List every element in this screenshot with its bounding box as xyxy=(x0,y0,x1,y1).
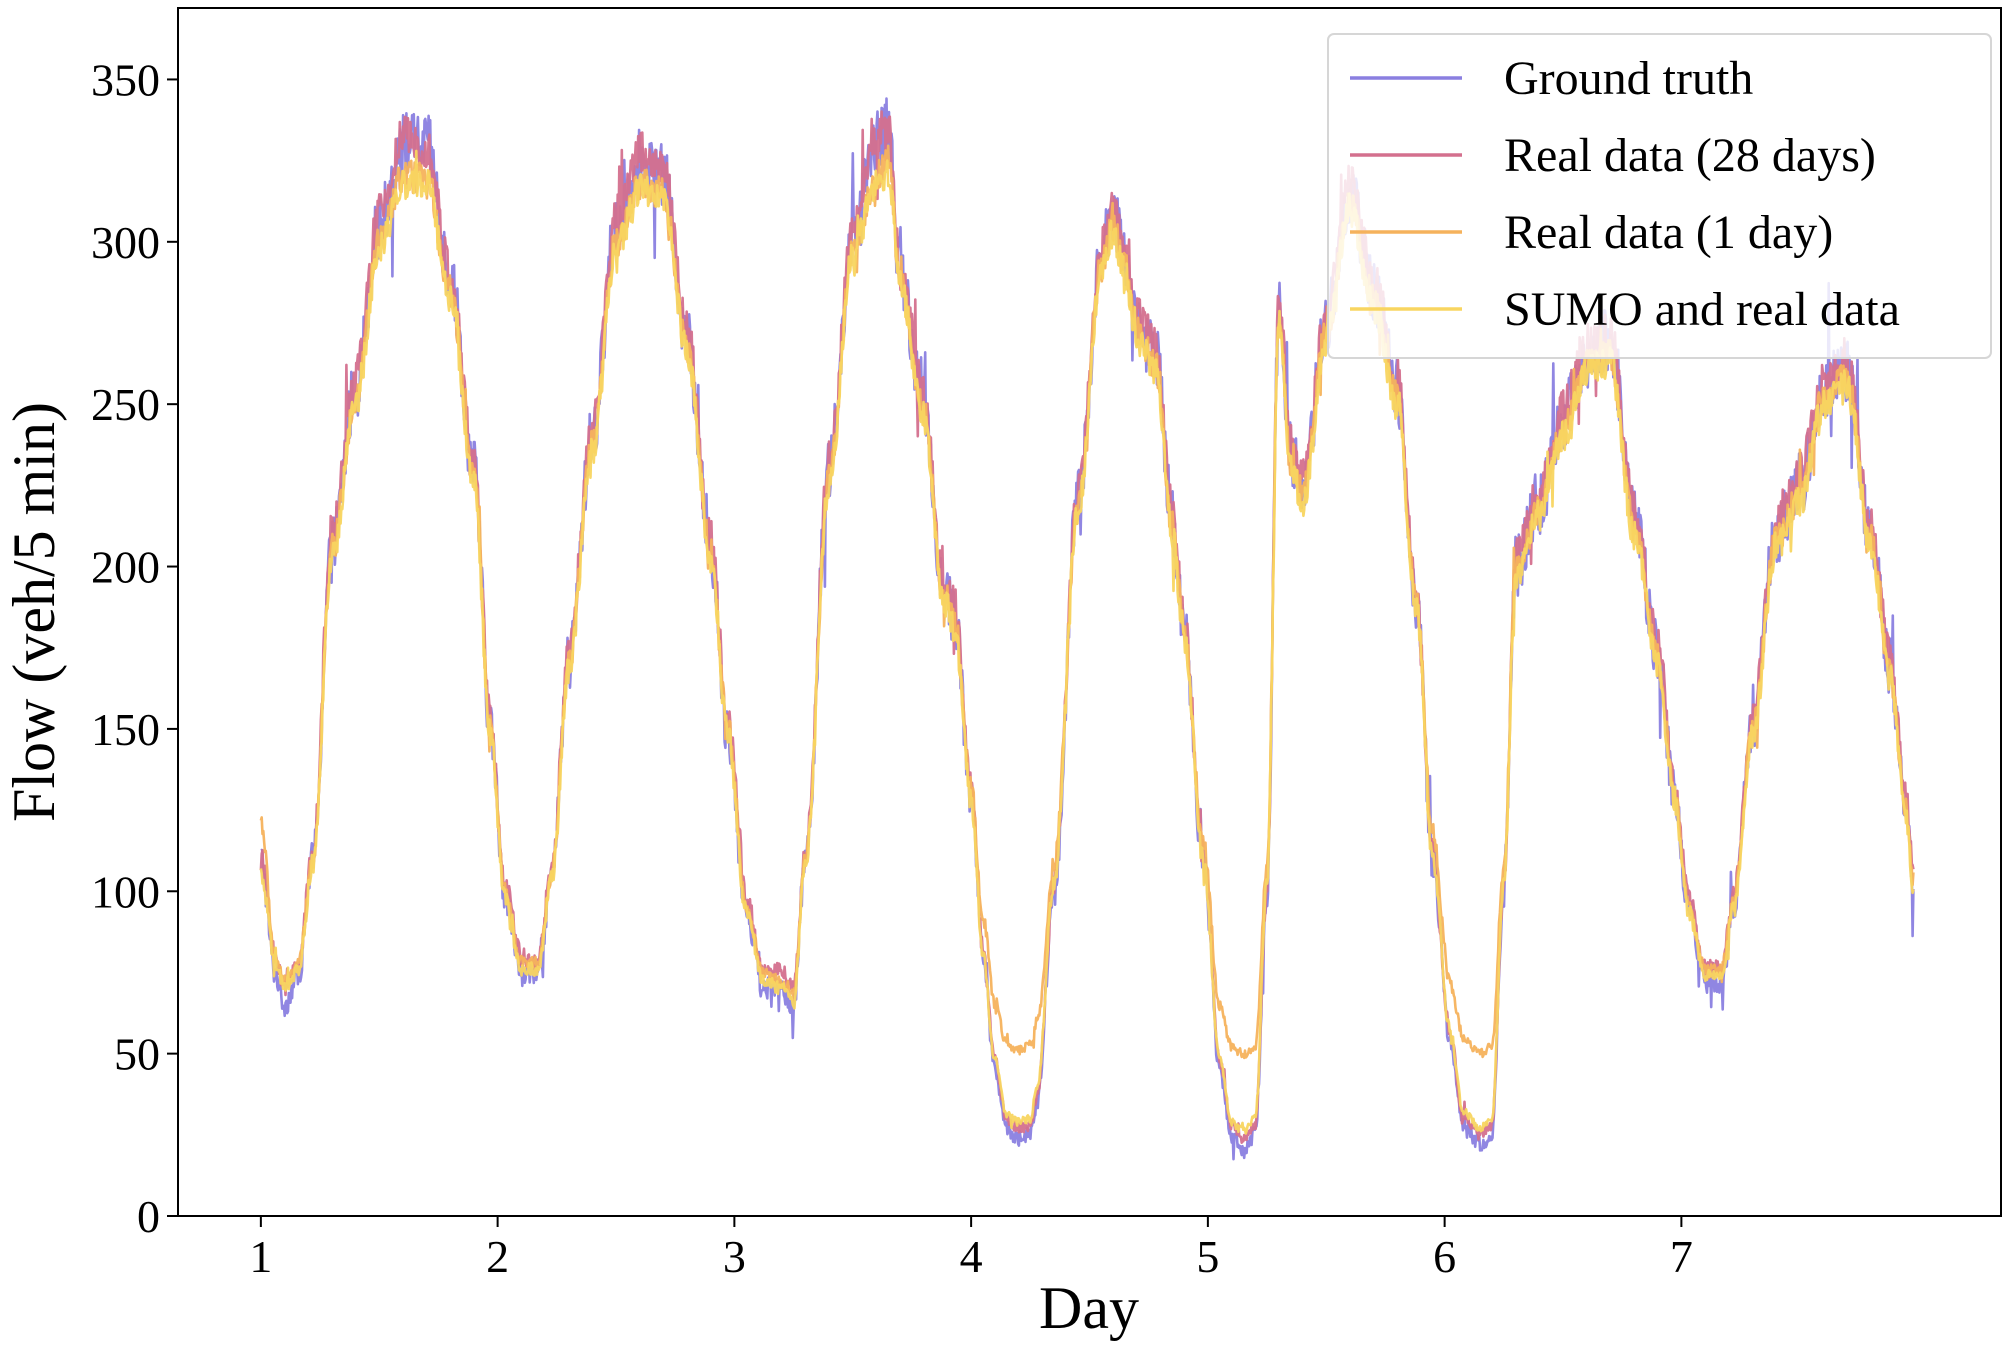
x-axis-label: Day xyxy=(1039,1275,1139,1341)
x-tick-label: 3 xyxy=(723,1231,746,1282)
series-line xyxy=(259,144,1915,1060)
x-tick-label: 4 xyxy=(960,1231,983,1282)
x-axis-ticks: 1 2 3 4 5 6 7 xyxy=(249,1216,1693,1282)
x-tick-label: 7 xyxy=(1670,1231,1693,1282)
x-tick-label: 5 xyxy=(1196,1231,1219,1282)
y-axis-ticks: 0 50 100 150 200 250 300 350 xyxy=(91,54,178,1242)
x-tick-label: 1 xyxy=(249,1231,272,1282)
y-tick-label: 100 xyxy=(91,866,160,917)
y-tick-label: 0 xyxy=(137,1191,160,1242)
x-tick-label: 2 xyxy=(486,1231,509,1282)
legend: Ground truth Real data (28 days) Real data… xyxy=(1327,33,1992,359)
y-tick-label: 50 xyxy=(114,1029,160,1080)
series-layer xyxy=(259,97,1915,1161)
y-tick-label: 300 xyxy=(91,217,160,268)
y-tick-label: 150 xyxy=(91,704,160,755)
series-line xyxy=(259,149,1915,1135)
plot-frame xyxy=(177,7,2002,1217)
legend-label: Ground truth xyxy=(1504,52,1753,105)
legend-label: SUMO and real data xyxy=(1504,283,1900,336)
legend-box xyxy=(1327,33,1992,359)
y-axis-label: Flow (veh/5 min) xyxy=(1,402,67,822)
y-tick-label: 200 xyxy=(91,542,160,593)
legend-label: Real data (28 days) xyxy=(1504,129,1876,182)
y-tick-label: 350 xyxy=(91,54,160,105)
x-tick-label: 6 xyxy=(1433,1231,1456,1282)
legend-label: Real data (1 day) xyxy=(1504,206,1833,259)
y-tick-label: 250 xyxy=(91,379,160,430)
